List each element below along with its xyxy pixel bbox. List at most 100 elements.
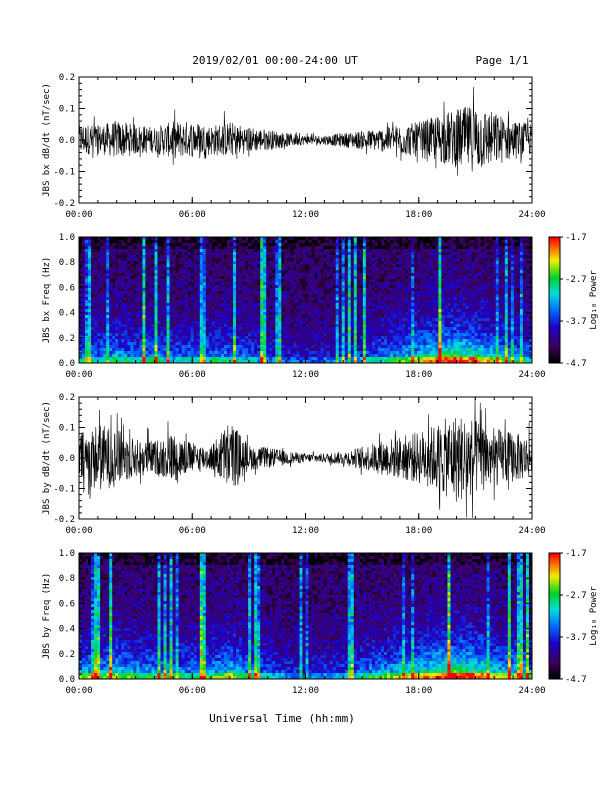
- heatmap-cell: [254, 279, 258, 283]
- heatmap-cell: [341, 285, 346, 289]
- heatmap-cell: [272, 237, 276, 241]
- heatmap-cell: [124, 330, 128, 334]
- heatmap-cell: [332, 339, 336, 343]
- heatmap-cell: [353, 261, 358, 265]
- heatmap-cell: [121, 267, 125, 271]
- heatmap-cell: [109, 243, 113, 247]
- heatmap-cell: [109, 360, 113, 364]
- heatmap-cell: [251, 273, 255, 277]
- heatmap-cell: [411, 339, 415, 343]
- heatmap-cell: [390, 318, 394, 322]
- heatmap-cell: [112, 276, 116, 280]
- heatmap-cell: [302, 318, 306, 322]
- heatmap-cell: [408, 327, 412, 331]
- heatmap-cell: [118, 255, 122, 259]
- heatmap-cell: [127, 246, 131, 250]
- heatmap-cell: [420, 336, 424, 340]
- heatmap-cell: [211, 261, 216, 265]
- heatmap-cell: [275, 318, 279, 322]
- heatmap-cell: [193, 291, 198, 295]
- heatmap-cell: [199, 276, 204, 280]
- heatmap-cell: [263, 267, 267, 271]
- heatmap-cell: [82, 360, 86, 364]
- heatmap-cell: [236, 240, 240, 244]
- heatmap-cell: [408, 273, 412, 277]
- heatmap-cell: [202, 276, 207, 280]
- heatmap-cell: [145, 255, 149, 259]
- heatmap-cell: [414, 345, 418, 349]
- heatmap-cell: [371, 261, 376, 265]
- heatmap-cell: [356, 291, 361, 295]
- heatmap-cell: [139, 288, 143, 292]
- heatmap-cell: [239, 333, 243, 337]
- heatmap-cell: [387, 327, 391, 331]
- heatmap-cell: [393, 255, 397, 259]
- heatmap-cell: [172, 330, 176, 334]
- heatmap-cell: [166, 354, 170, 358]
- heatmap-cell: [353, 291, 358, 295]
- heatmap-cell: [226, 267, 231, 271]
- heatmap-cell: [374, 273, 379, 277]
- heatmap-cell: [112, 309, 116, 313]
- heatmap-cell: [100, 276, 104, 280]
- heatmap-cell: [390, 324, 394, 328]
- heatmap-cell: [199, 348, 204, 352]
- heatmap-cell: [169, 240, 173, 244]
- heatmap-cell: [251, 315, 255, 319]
- heatmap-cell: [160, 324, 164, 328]
- heatmap-cell: [145, 288, 149, 292]
- heatmap-cell: [148, 282, 152, 286]
- heatmap-cell: [163, 336, 167, 340]
- heatmap-cell: [187, 357, 192, 361]
- heatmap-cell: [226, 330, 231, 334]
- heatmap-cell: [230, 327, 234, 331]
- heatmap-cell: [233, 303, 237, 307]
- heatmap-cell: [103, 294, 107, 298]
- heatmap-cell: [272, 288, 276, 292]
- heatmap-cell: [145, 321, 149, 325]
- heatmap-cell: [94, 357, 98, 361]
- heatmap-cell: [97, 324, 101, 328]
- heatmap-cell: [411, 240, 415, 244]
- heatmap-cell: [408, 306, 412, 310]
- heatmap-cell: [338, 237, 343, 241]
- heatmap-cell: [109, 345, 113, 349]
- heatmap-cell: [284, 252, 288, 256]
- heatmap-cell: [381, 360, 385, 364]
- heatmap-cell: [230, 318, 234, 322]
- heatmap-cell: [326, 294, 330, 298]
- heatmap-cell: [251, 291, 255, 295]
- heatmap-cell: [420, 258, 424, 262]
- heatmap-cell: [299, 261, 303, 265]
- heatmap-cell: [251, 330, 255, 334]
- heatmap-cell: [399, 252, 403, 256]
- heatmap-cell: [359, 336, 364, 340]
- heatmap-cell: [371, 246, 376, 250]
- heatmap-cell: [347, 318, 352, 322]
- heatmap-cell: [371, 339, 376, 343]
- heatmap-cell: [217, 315, 222, 319]
- heatmap-cell: [377, 357, 382, 361]
- heatmap-cell: [103, 348, 107, 352]
- heatmap-cell: [393, 327, 397, 331]
- heatmap-cell: [417, 339, 421, 343]
- heatmap-cell: [230, 309, 234, 313]
- heatmap-cell: [239, 327, 243, 331]
- heatmap-cell: [251, 243, 255, 247]
- heatmap-cell: [275, 252, 279, 256]
- heatmap-cell: [211, 345, 216, 349]
- heatmap-cell: [284, 327, 288, 331]
- heatmap-cell: [402, 345, 406, 349]
- heatmap-cell: [190, 312, 195, 316]
- heatmap-cell: [384, 297, 388, 301]
- heatmap-cell: [124, 288, 128, 292]
- heatmap-cell: [130, 315, 134, 319]
- heatmap-cell: [127, 351, 131, 355]
- heatmap-cell: [193, 273, 198, 277]
- heatmap-cell: [311, 357, 315, 361]
- heatmap-cell: [199, 288, 204, 292]
- heatmap-cell: [320, 264, 324, 268]
- heatmap-cell: [311, 279, 315, 283]
- heatmap-cell: [365, 237, 370, 241]
- heatmap-cell: [314, 354, 318, 358]
